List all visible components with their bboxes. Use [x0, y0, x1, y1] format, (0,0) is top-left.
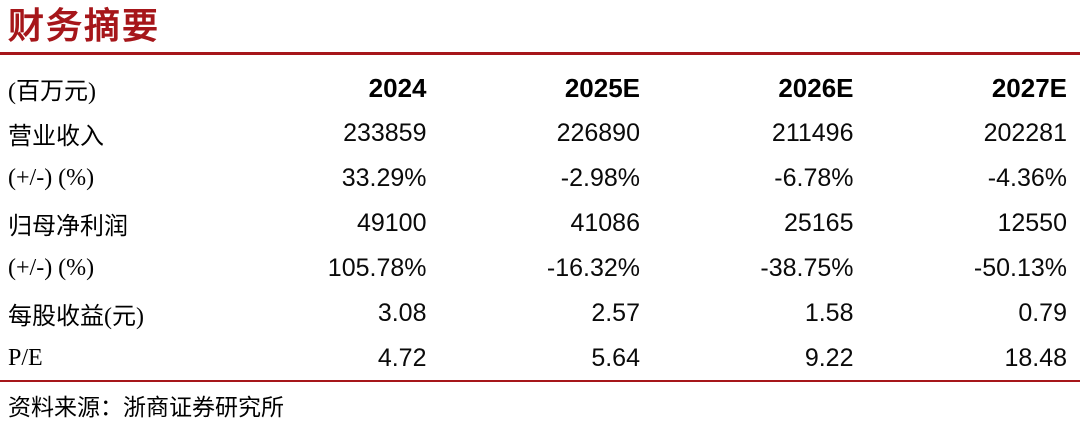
title-rule — [0, 52, 1080, 55]
row-label: (+/-) (%) — [8, 255, 95, 281]
data-source-note: 资料来源：浙商证券研究所 — [8, 395, 284, 420]
cell-value: 9.22 — [804, 344, 854, 372]
cell-value: 0.79 — [1018, 299, 1067, 327]
cell-value: 1.58 — [804, 299, 854, 327]
page-title: 财务摘要 — [8, 6, 161, 46]
row-label: 营业收入 — [8, 124, 104, 150]
cell-value: 41086 — [570, 209, 640, 237]
cell-value: 18.48 — [1004, 344, 1067, 372]
row-label: 归母净利润 — [8, 214, 128, 240]
table-row-net-profit: 归母净利润 49100 41086 25165 12550 — [8, 201, 1067, 246]
cell-value: -2.98% — [560, 164, 640, 192]
cell-value: -50.13% — [973, 254, 1067, 282]
column-header-2025e: 2025E — [564, 73, 640, 103]
cell-value: 105.78% — [327, 254, 427, 282]
cell-value: 211496 — [771, 119, 854, 147]
row-label: 每股收益(元) — [8, 304, 144, 330]
cell-value: 25165 — [783, 209, 854, 237]
cell-value: 3.08 — [377, 299, 427, 327]
cell-value: 4.72 — [377, 344, 427, 372]
row-label: (+/-) (%) — [8, 165, 95, 191]
cell-value: 233859 — [343, 119, 427, 147]
column-header-2026e: 2026E — [778, 73, 854, 103]
cell-value: -6.78% — [774, 164, 854, 192]
financial-summary-table: (百万元) 2024 2025E 2026E 2027E 营业收入 233859… — [8, 66, 1067, 381]
cell-value: 202281 — [983, 119, 1067, 147]
table-row-revenue-growth: (+/-) (%) 33.29% -2.98% -6.78% -4.36% — [8, 156, 1067, 201]
cell-value: 12550 — [997, 209, 1067, 237]
column-header-2027e: 2027E — [991, 73, 1067, 103]
table-header-row: (百万元) 2024 2025E 2026E 2027E — [8, 66, 1067, 111]
cell-value: 5.64 — [591, 344, 640, 372]
unit-label: (百万元) — [8, 79, 96, 105]
cell-value: 49100 — [356, 209, 427, 237]
table-row-eps: 每股收益(元) 3.08 2.57 1.58 0.79 — [8, 291, 1067, 336]
cell-value: -16.32% — [546, 254, 640, 282]
row-label: P/E — [8, 345, 43, 371]
cell-value: -38.75% — [760, 254, 854, 282]
table-row-pe: P/E 4.72 5.64 9.22 18.48 — [8, 336, 1067, 381]
cell-value: 33.29% — [341, 164, 427, 192]
table-row-net-profit-growth: (+/-) (%) 105.78% -16.32% -38.75% -50.13… — [8, 246, 1067, 291]
cell-value: -4.36% — [987, 164, 1067, 192]
cell-value: 2.57 — [591, 299, 640, 327]
cell-value: 226890 — [556, 119, 640, 147]
column-header-2024: 2024 — [368, 73, 427, 103]
table-row-revenue: 营业收入 233859 226890 211496 202281 — [8, 111, 1067, 156]
source-rule — [0, 380, 1080, 382]
